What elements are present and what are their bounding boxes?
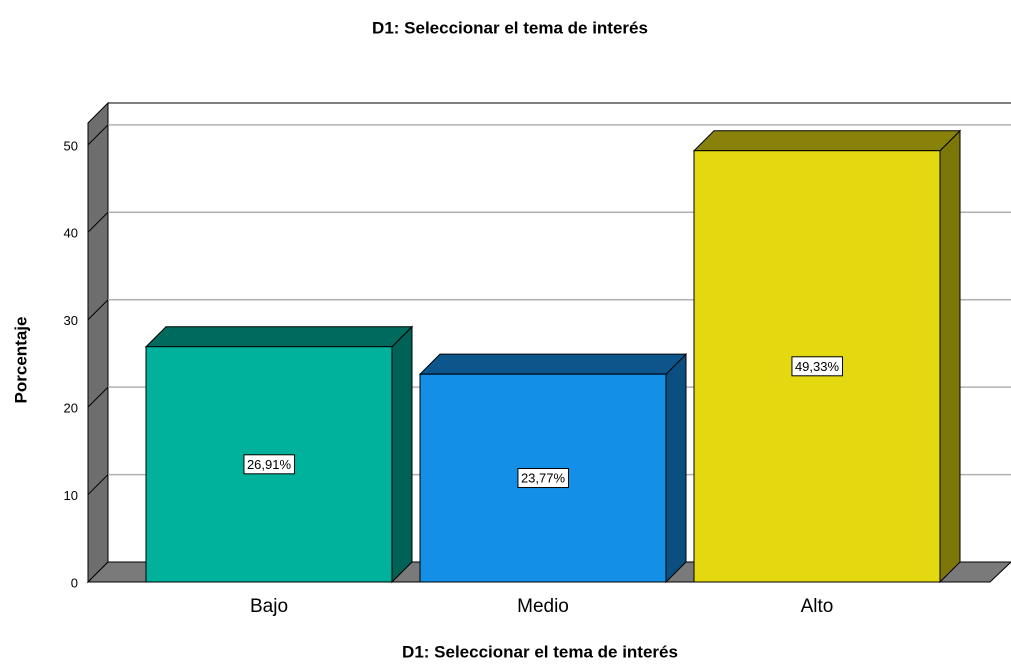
y-tick-label: 30 — [64, 313, 78, 328]
wall-grid-line — [87, 124, 109, 146]
wall-grid-line — [87, 386, 109, 408]
y-tick-label: 20 — [64, 401, 78, 416]
y-tick-label: 10 — [64, 488, 78, 503]
bar-top — [144, 326, 414, 348]
chart-title: D1: Seleccionar el tema de interés — [372, 18, 648, 37]
x-tick-label: Bajo — [250, 596, 288, 617]
bar-side — [665, 352, 687, 584]
value-label: 23,77% — [521, 471, 566, 486]
bar-side — [391, 325, 413, 584]
wall-grid-line — [87, 299, 109, 321]
value-label: 26,91% — [247, 457, 292, 472]
value-label-box — [791, 356, 843, 377]
value-label: 49,33% — [795, 359, 840, 374]
x-tick-label: Medio — [517, 596, 569, 617]
wall-grid-line — [87, 474, 109, 495]
y-tick-label: 50 — [64, 138, 78, 153]
wall-grid-line — [87, 211, 109, 233]
bar — [419, 373, 667, 583]
bar-top — [692, 130, 962, 152]
x-axis-label: D1: Seleccionar el tema de interés — [402, 642, 678, 661]
y-tick-label: 40 — [64, 226, 78, 241]
value-label-box — [243, 454, 295, 475]
value-label-box — [517, 468, 569, 489]
bar-side — [939, 129, 961, 584]
x-tick-label: Alto — [801, 596, 834, 617]
bar-top — [418, 353, 688, 375]
left-wall — [87, 101, 109, 584]
y-tick-label: 0 — [71, 575, 78, 590]
y-axis-label: Porcentaje — [11, 317, 30, 404]
